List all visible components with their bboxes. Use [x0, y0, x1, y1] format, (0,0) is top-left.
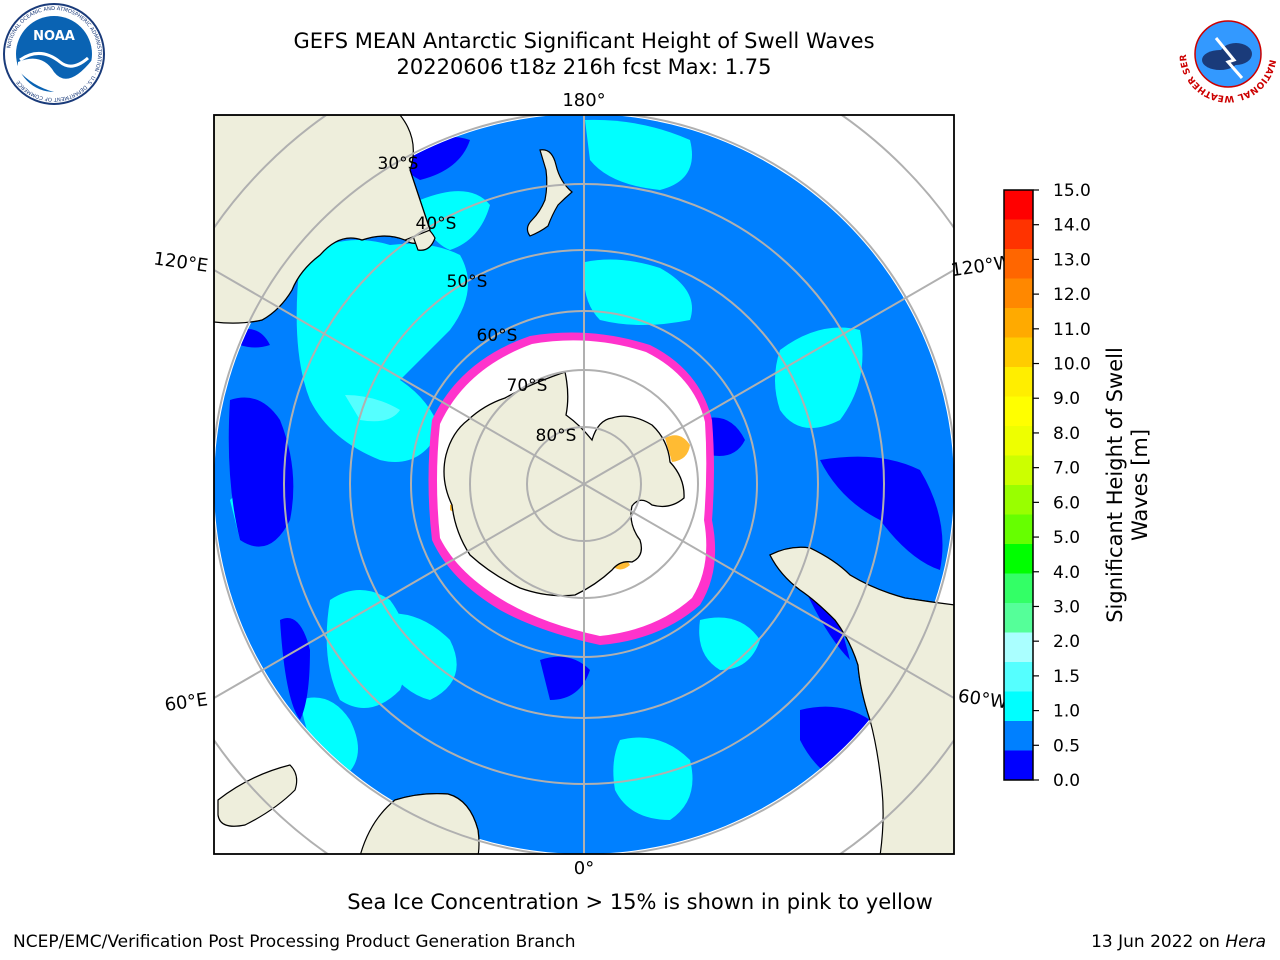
lat-label-30s: 30°S	[378, 154, 419, 174]
colorbar-tick-label: 1.0	[1053, 702, 1080, 722]
colorbar-tick-label: 6.0	[1053, 493, 1080, 513]
footer-date-text: 13 Jun 2022 on	[1091, 932, 1226, 952]
lat-label-60s: 60°S	[477, 326, 518, 346]
colorbar-tick-label: 13.0	[1053, 250, 1091, 270]
lat-label-70s: 70°S	[507, 376, 548, 396]
colorbar-band	[1004, 396, 1033, 427]
noaa-wordmark: NOAA	[33, 29, 75, 44]
colorbar-tick-label: 14.0	[1053, 216, 1091, 236]
colorbar-band	[1004, 426, 1033, 456]
madagascar-outer	[217, 764, 298, 827]
colorbar-tick-label: 12.0	[1053, 285, 1091, 305]
colorbar-band	[1004, 337, 1033, 368]
lon-label-60w: 60°W	[957, 686, 1009, 714]
lon-label-120e: 120°E	[152, 248, 209, 276]
graticule	[214, 115, 954, 854]
colorbar-tick-label: 15.0	[1053, 181, 1091, 201]
colorbar-band	[1004, 603, 1033, 633]
lon-label-180: 180°	[562, 90, 605, 111]
chart-title: GEFS MEAN Antarctic Significant Height o…	[293, 29, 875, 53]
new-zealand-land	[526, 149, 573, 237]
colorbar-tick-label: 0.5	[1053, 736, 1080, 756]
footer-host: Hera	[1225, 932, 1266, 952]
footer-date: 13 Jun 2022 on Hera	[1091, 932, 1266, 952]
colorbar-tick-label: 11.0	[1053, 320, 1091, 340]
lat-label-40s: 40°S	[416, 214, 457, 234]
colorbar-band	[1004, 485, 1033, 515]
nws-logo: NATIONAL WEATHER SERVICE	[1176, 2, 1278, 104]
lon-label-60e: 60°E	[163, 689, 209, 716]
colorbar-frame	[1003, 189, 1034, 781]
colorbar-band	[1004, 455, 1033, 486]
colorbar-tick-label: 2.0	[1053, 632, 1080, 652]
colorbar-band	[1004, 514, 1033, 545]
colorbar-band	[1004, 367, 1033, 397]
swell-1-5-2-0-regions	[345, 395, 400, 422]
colorbar-band	[1004, 573, 1033, 604]
lon-label-0: 0°	[574, 858, 594, 879]
colorbar-tick-label: 8.0	[1053, 424, 1080, 444]
colorbar-tick-label: 10.0	[1053, 355, 1091, 375]
colorbar-tick-label: 5.0	[1053, 528, 1080, 548]
colorbar-band	[1004, 662, 1033, 692]
colorbar-band	[1004, 721, 1033, 751]
sea-ice-note: Sea Ice Concentration > 15% is shown in …	[347, 890, 933, 914]
colorbar-tick-label: 7.0	[1053, 459, 1080, 479]
south-america-outer	[769, 546, 954, 854]
antarctica-land	[443, 371, 685, 597]
colorbar-tick-label: 9.0	[1053, 389, 1080, 409]
colorbar-band	[1004, 308, 1033, 338]
chart-subtitle: 20220606 t18z 216h fcst Max: 1.75	[396, 55, 772, 79]
lat-label-80s: 80°S	[536, 426, 577, 446]
colorbar-band	[1004, 544, 1033, 574]
colorbar-band	[1004, 750, 1033, 781]
colorbar-band	[1004, 219, 1033, 250]
colorbar-title-line1: Significant Height of Swell	[1103, 347, 1127, 623]
swell-1-0-1-5-regions	[230, 119, 863, 820]
lat-label-50s: 50°S	[447, 272, 488, 292]
colorbar-band	[1004, 632, 1033, 663]
colorbar-tick-label: 1.5	[1053, 667, 1080, 687]
colorbar-band	[1004, 691, 1033, 722]
colorbar-ticks: 15.0 14.0 13.0 12.0 11.0 10.0 9.0 8.0 7.0 6.0 5.0 4…	[1033, 181, 1091, 791]
map-frame	[213, 114, 955, 855]
colorbar-tick-label: 0.0	[1053, 771, 1080, 791]
colorbar-tick-label: 3.0	[1053, 597, 1080, 617]
footer-credit: NCEP/EMC/Verification Post Processing Pr…	[13, 932, 576, 952]
colorbar-band	[1004, 249, 1033, 279]
colorbar	[1003, 189, 1034, 781]
colorbar-title-line2: Waves [m]	[1128, 428, 1152, 542]
noaa-logo: NOAA NATIONAL OCEANIC AND ATMOSPHERIC AD…	[3, 3, 105, 105]
colorbar-band	[1004, 190, 1033, 220]
colorbar-band	[1004, 278, 1033, 309]
colorbar-tick-label: 4.0	[1053, 563, 1080, 583]
